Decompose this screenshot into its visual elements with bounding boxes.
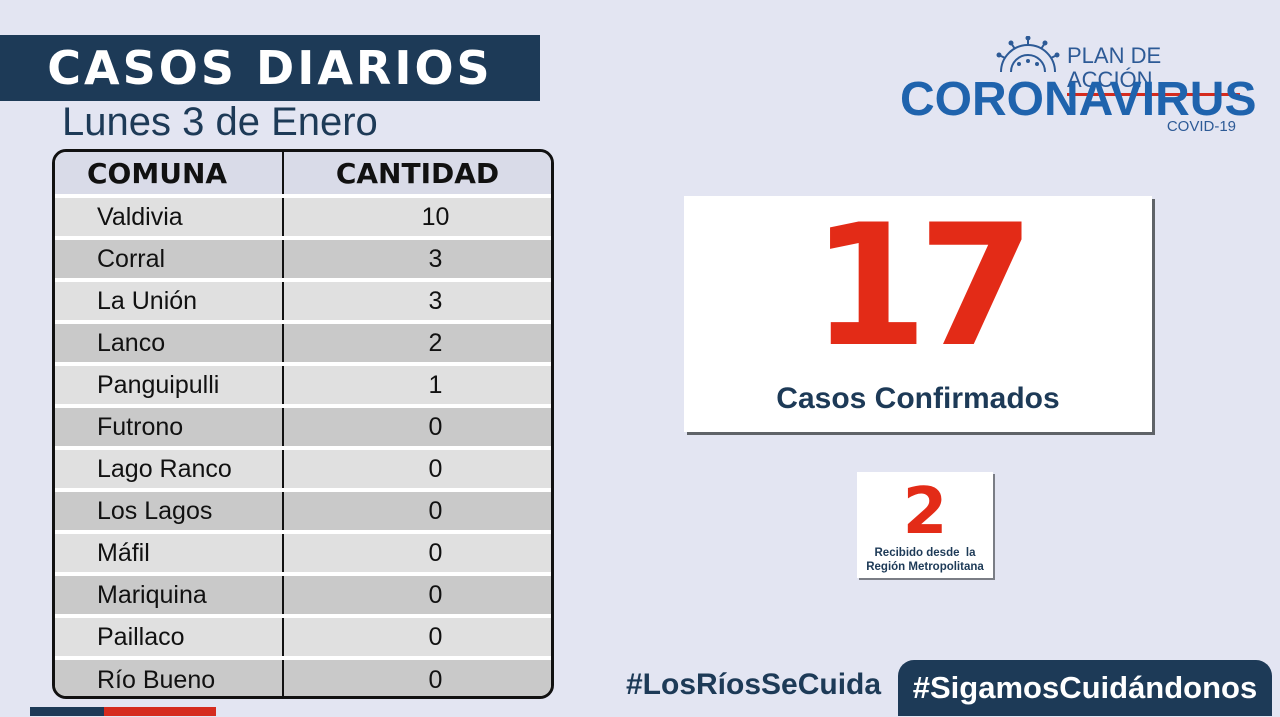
column-header-cantidad: CANTIDAD [282, 152, 551, 196]
cantidad-cell: 0 [282, 446, 551, 490]
logo-name: CORONAVIRUS [900, 73, 1257, 126]
table-row: Paillaco 0 [55, 614, 551, 658]
cantidad-cell: 0 [282, 488, 551, 532]
hashtag-sigamos-banner: #SigamosCuidándonos [898, 660, 1272, 716]
cantidad-cell: 2 [282, 320, 551, 364]
comuna-cell: Futrono [55, 404, 283, 448]
logo-plan-text: PLAN DE ACCIÓN [1067, 44, 1240, 96]
date-subtitle: Lunes 3 de Enero [62, 100, 378, 144]
metropolitana-line2: Región Metropolitana [866, 561, 984, 573]
metropolitana-line1: Recibido desde la [874, 547, 976, 559]
table-row: Futrono 0 [55, 404, 551, 448]
cantidad-cell: 0 [282, 404, 551, 448]
cantidad-cell: 3 [282, 236, 551, 280]
metropolitana-count: 2 [902, 475, 948, 549]
table-row: Lanco 2 [55, 320, 551, 364]
comuna-cell: Paillaco [55, 614, 283, 658]
comuna-cell: La Unión [55, 278, 283, 322]
footer-red-bar [104, 707, 216, 716]
column-header-comuna: COMUNA [55, 152, 283, 196]
hashtag-los-rios: #LosRíosSeCuida [626, 668, 882, 701]
table-row: Panguipulli 1 [55, 362, 551, 406]
cantidad-cell: 0 [282, 614, 551, 658]
cantidad-cell: 10 [282, 194, 551, 238]
footer-blue-bar [30, 707, 104, 716]
table-row: Mariquina 0 [55, 572, 551, 616]
confirmed-count: 17 [811, 188, 1035, 384]
comuna-cell: Lanco [55, 320, 283, 364]
comuna-cell: Valdivia [55, 194, 283, 238]
table-row: Máfil 0 [55, 530, 551, 574]
confirmed-label: Casos Confirmados [776, 382, 1060, 415]
cantidad-cell: 0 [282, 572, 551, 616]
comuna-cell: Río Bueno [55, 656, 283, 696]
comuna-cell: Máfil [55, 530, 283, 574]
cantidad-cell: 3 [282, 278, 551, 322]
cantidad-cell: 0 [282, 530, 551, 574]
confirmed-cases-box: 17 Casos Confirmados [684, 196, 1152, 432]
table-row: Valdivia 10 [55, 194, 551, 238]
table-row: Corral 3 [55, 236, 551, 280]
table-row: Río Bueno 0 [55, 656, 551, 696]
table-row: Lago Ranco 0 [55, 446, 551, 490]
coronavirus-logo: PLAN DE ACCIÓN CORONAVIRUS COVID-19 [900, 36, 1256, 136]
comuna-cell: Los Lagos [55, 488, 283, 532]
cases-table: COMUNA CANTIDAD Valdivia 10 Corral 3 La … [52, 149, 554, 699]
virus-icon [996, 36, 1060, 73]
comuna-cell: Lago Ranco [55, 446, 283, 490]
cantidad-cell: 1 [282, 362, 551, 406]
comuna-cell: Mariquina [55, 572, 283, 616]
hashtag-sigamos: #SigamosCuidándonos [912, 670, 1258, 705]
cantidad-cell: 0 [282, 656, 551, 696]
table-row: La Unión 3 [55, 278, 551, 322]
comuna-cell: Corral [55, 236, 283, 280]
table-row: Los Lagos 0 [55, 488, 551, 532]
logo-sub: COVID-19 [1166, 118, 1236, 135]
metropolitana-label: Recibido desde la Región Metropolitana [857, 546, 993, 574]
comuna-cell: Panguipulli [55, 362, 283, 406]
metropolitana-box: 2 Recibido desde la Región Metropolitana [857, 472, 993, 578]
table-header-row: COMUNA CANTIDAD [55, 152, 551, 196]
title-banner: CASOS DIARIOS [0, 35, 540, 101]
page-title: CASOS DIARIOS [47, 41, 493, 95]
